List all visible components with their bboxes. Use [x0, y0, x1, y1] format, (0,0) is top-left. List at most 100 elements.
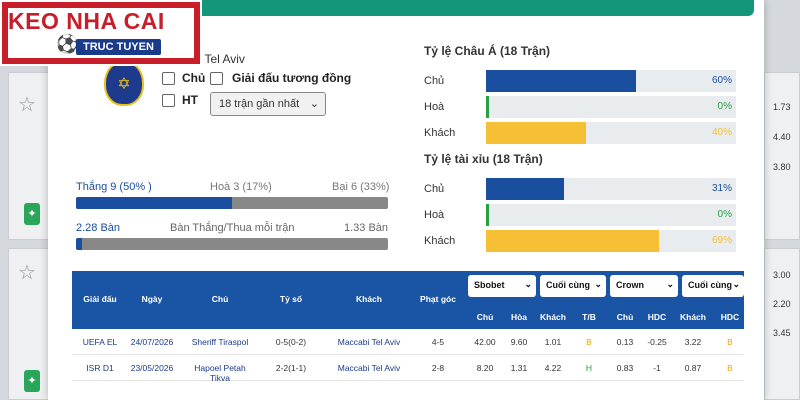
goals-ratio-bar: [76, 238, 388, 250]
home-checkbox[interactable]: [162, 72, 175, 85]
favorite-star-icon[interactable]: ☆: [18, 94, 36, 116]
site-logo[interactable]: KEO NHA CAI ⚽ TRUC TUYEN: [0, 0, 202, 66]
bg-odd-value[interactable]: 3.80: [773, 162, 791, 172]
bg-odd-value[interactable]: 3.45: [773, 328, 791, 338]
cell-away[interactable]: Maccabi Tel Aviv: [337, 363, 401, 373]
ou-percent: 31%: [711, 183, 732, 194]
table-header: Giải đấu Ngày Chủ Tỷ số Khách Phạt góc S…: [72, 271, 744, 329]
asian-percent: 60%: [711, 75, 732, 86]
logo-subtitle: TRUC TUYEN: [76, 39, 161, 55]
asian-percent: 40%: [711, 127, 732, 138]
bg-odd-value[interactable]: 1.73: [773, 102, 791, 112]
cell-corner: 4-5: [431, 337, 445, 347]
col-corner: Phạt góc: [420, 294, 456, 304]
ht-checkbox[interactable]: [162, 94, 175, 107]
cell-score: 0-5(0-2): [275, 337, 307, 347]
asian-bar-fill: [486, 70, 636, 92]
cell-h3: 0.87: [684, 363, 702, 373]
cell-away[interactable]: Maccabi Tel Aviv: [337, 337, 401, 347]
asian-bar-fill: [486, 96, 489, 118]
bookmaker-select-sbobet[interactable]: Sbobet ⌄: [468, 275, 536, 297]
odds-time-select-1[interactable]: Cuối cùng ⌄: [540, 275, 606, 297]
cell-h2: -0.25: [647, 337, 667, 347]
team-name: bi Tel Aviv: [192, 52, 245, 66]
asian-bar-track: 0%: [486, 96, 736, 118]
ou-title: Tỷ lệ tài xỉu (18 Trận): [424, 152, 543, 166]
sub-home-2: Chủ: [616, 312, 634, 322]
cell-tb: H: [585, 363, 593, 373]
dropdown-label: Crown: [616, 280, 644, 290]
chevron-down-icon: ⌄: [524, 279, 532, 289]
ou-row-label: Hoà: [424, 209, 445, 221]
cell-o1: 8.20: [476, 363, 494, 373]
ou-bar-fill: [486, 204, 489, 226]
home-checkbox-label: Chủ: [182, 71, 206, 85]
ou-bar-track: 31%: [486, 178, 736, 200]
cell-o2: 1.31: [510, 363, 528, 373]
cell-home[interactable]: Hapoel Petah Tikva: [194, 363, 246, 383]
cell-league: ISR D1: [86, 363, 114, 373]
same-league-checkbox[interactable]: [210, 72, 223, 85]
sub-home: Chủ: [476, 312, 494, 322]
odds-time-select-2[interactable]: Cuối cùng ⌄: [682, 275, 744, 297]
matches-table: Giải đấu Ngày Chủ Tỷ số Khách Phạt góc S…: [72, 271, 744, 400]
player-kick-icon: ⚽: [56, 34, 79, 54]
chevron-down-icon: ⌄: [732, 279, 740, 289]
bg-action-icon[interactable]: ✦: [24, 370, 40, 392]
draw-summary: Hoà 3 (17%): [210, 181, 272, 193]
ht-label: HT: [182, 93, 198, 107]
cell-tb: B: [586, 337, 592, 347]
asian-bar-fill: [486, 122, 586, 144]
asian-bar-track: 40%: [486, 122, 736, 144]
recent-matches-select[interactable]: 18 trận gần nhất ⌄: [210, 92, 326, 116]
bg-odd-value[interactable]: 4.40: [773, 132, 791, 142]
ou-bar-track: 69%: [486, 230, 736, 252]
sub-hdc: HDC: [647, 312, 667, 322]
sub-tb: T/B: [582, 312, 596, 322]
cell-o2: 9.60: [510, 337, 528, 347]
sub-away-2: Khách: [680, 312, 706, 322]
asian-row-label: Hoà: [424, 101, 445, 113]
bg-action-icon[interactable]: ✦: [24, 203, 40, 225]
bg-odds-column: [764, 248, 800, 400]
col-date: Ngày: [141, 294, 163, 304]
bookmaker-select-crown[interactable]: Crown ⌄: [610, 275, 678, 297]
asian-percent: 0%: [717, 101, 732, 112]
cell-h3: 3.22: [684, 337, 702, 347]
dropdown-label: Cuối cùng: [688, 280, 732, 290]
ou-bar-track: 0%: [486, 204, 736, 226]
win-summary: Thắng 9 (50% ): [76, 181, 152, 193]
cell-home[interactable]: Sheriff Tiraspol: [191, 337, 249, 347]
cell-o1: 42.00: [474, 337, 496, 347]
chevron-down-icon: ⌄: [666, 279, 674, 289]
ou-row-label: Khách: [424, 235, 456, 247]
select-value: 18 trận gần nhất: [219, 98, 300, 110]
goals-ratio-fill: [76, 238, 83, 250]
logo-title: KEO NHA CAI: [8, 8, 165, 34]
cell-h2: -1: [653, 363, 661, 373]
win-ratio-fill: [76, 197, 232, 209]
win-ratio-bar: [76, 197, 388, 209]
stats-modal: ✡ bi Tel Aviv Chủ Giải đấu tương đồng HT…: [48, 0, 764, 400]
bg-odd-value[interactable]: 2.20: [773, 299, 791, 309]
star-of-david-icon: ✡: [117, 76, 131, 93]
ou-bar-fill: [486, 230, 659, 252]
cell-score: 2-2(1-1): [275, 363, 307, 373]
table-row[interactable]: ISR D1 23/05/2026 Hapoel Petah Tikva 2-2(1-…: [72, 355, 744, 383]
goals-for: 2.28 Bàn: [76, 222, 121, 234]
bg-odds-column: [764, 72, 800, 240]
col-league: Giải đấu: [83, 294, 117, 304]
asian-title: Tỷ lệ Châu Á (18 Trận): [424, 44, 551, 58]
same-league-label: Giải đấu tương đồng: [232, 71, 352, 85]
modal-top-strip: [48, 0, 754, 16]
sub-hdc-2: HDC: [720, 312, 740, 322]
chevron-down-icon: ⌄: [594, 279, 602, 289]
loss-summary: Bại 6 (33%): [332, 181, 390, 193]
table-row[interactable]: UEFA EL 24/07/2026 Sheriff Tiraspol 0-5(0-2…: [72, 329, 744, 355]
ou-percent: 0%: [717, 209, 732, 220]
ou-bar-fill: [486, 178, 564, 200]
sub-away: Khách: [540, 312, 566, 322]
ou-percent: 69%: [711, 235, 732, 246]
bg-odd-value[interactable]: 3.00: [773, 270, 791, 280]
favorite-star-icon[interactable]: ☆: [18, 262, 36, 284]
